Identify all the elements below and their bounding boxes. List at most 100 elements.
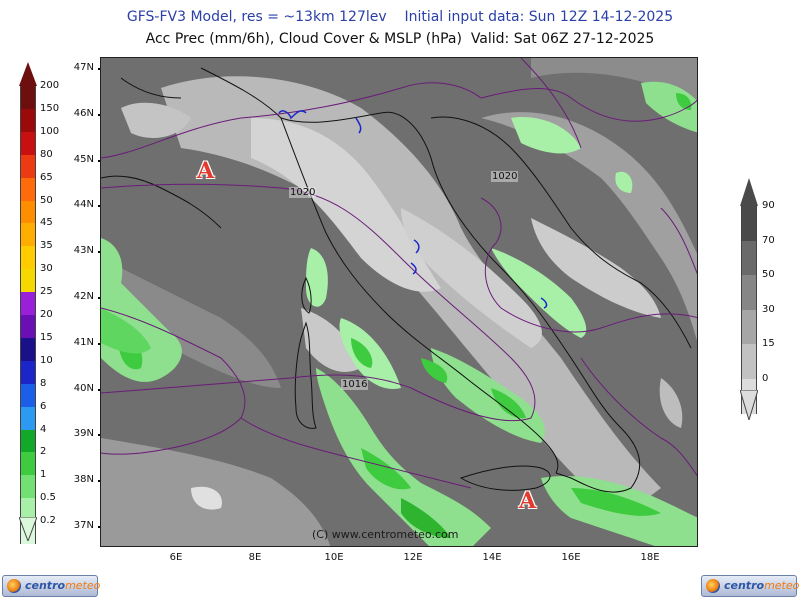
precip-legend-label: 65: [40, 171, 53, 183]
logo-text: centrometeo: [25, 579, 101, 592]
latitude-label: 38N: [73, 474, 94, 486]
longitude-label: 10E: [324, 552, 344, 563]
longitude-label: 12E: [403, 552, 423, 563]
latitude-label: 45N: [73, 153, 94, 165]
centrometeo-logo-left[interactable]: centrometeo: [2, 575, 101, 597]
longitude-label: 8E: [248, 552, 262, 563]
precip-legend-swatch: [20, 154, 36, 178]
cloud-legend-swatch: [741, 206, 757, 241]
weather-map: A A 1020 1020 1016: [100, 57, 698, 547]
precip-legend-swatch: [20, 315, 36, 338]
isobar-label-3: 1016: [341, 379, 369, 390]
cloud-legend-arrow-icon: [740, 178, 758, 206]
latitude-label: 41N: [73, 336, 94, 348]
precip-legend-swatch: [20, 108, 36, 132]
precip-legend-swatch: [20, 200, 36, 224]
map-canvas: [101, 58, 697, 546]
cloud-legend-label: 70: [762, 234, 775, 246]
precip-legend-label: 0.2: [40, 515, 56, 527]
precip-legend-label: 25: [40, 286, 53, 298]
precip-legend-label: 100: [40, 125, 60, 137]
precip-legend-swatch: [20, 86, 36, 109]
latitude-label: 44N: [73, 199, 94, 211]
latitude-label: 47N: [73, 62, 94, 73]
map-title: GFS-FV3 Model, res = ~13km 127lev Initia…: [126, 9, 674, 25]
latitude-label: 42N: [73, 291, 94, 302]
cloud-legend-label: 15: [762, 338, 775, 350]
precip-legend-label: 80: [40, 148, 53, 160]
latitude-label: 39N: [73, 428, 94, 440]
latitude-tick: [98, 526, 100, 528]
precip-legend-label: 15: [40, 331, 53, 343]
precip-legend-label: 35: [40, 240, 53, 252]
precip-legend-label: 4: [40, 423, 47, 435]
precip-legend-swatch: [20, 360, 36, 384]
precip-legend-label: 6: [40, 400, 47, 412]
latitude-tick: [98, 68, 100, 70]
lakes: [278, 110, 548, 309]
isobar-label-1: 1020: [289, 187, 317, 198]
latitude-label: 46N: [73, 107, 94, 119]
precip-legend-label: 20: [40, 309, 53, 320]
precip-legend-swatch: [20, 246, 36, 270]
precip-legend-swatch: [20, 223, 36, 247]
precip-legend-label: 50: [40, 194, 53, 206]
cloud-legend-swatch: [741, 240, 757, 276]
cloud-legend-swatch: [741, 344, 757, 380]
precip-legend-swatch: [20, 292, 36, 316]
cloud-legend-label: 0: [762, 373, 769, 384]
logo-icon: [7, 579, 21, 593]
copyright-text: (C) www.centrometeo.com: [312, 528, 459, 541]
precip-legend-label: 150: [40, 102, 60, 114]
longitude-label: 6E: [169, 552, 183, 563]
precip-legend-label: 1: [40, 469, 47, 481]
precip-legend-swatch: [20, 177, 36, 201]
cloud-legend-label: 90: [762, 200, 775, 211]
latitude-label: 40N: [73, 382, 94, 394]
latitude-tick: [98, 434, 100, 437]
precip-legend-swatch: [20, 131, 36, 155]
precip-legend-swatch: [20, 498, 36, 522]
latitude-label: 43N: [73, 245, 94, 257]
map-subtitle: Acc Prec (mm/6h), Cloud Cover & MSLP (hP…: [145, 31, 655, 47]
precip-legend-swatch: [20, 475, 36, 499]
latitude-tick: [98, 113, 100, 116]
precip-legend-label: 8: [40, 377, 47, 389]
cloud-legend-label: 50: [762, 269, 775, 281]
precip-legend-swatch: [20, 429, 36, 453]
latitude-tick: [98, 251, 100, 254]
cloud-legend-tail-icon: [740, 390, 758, 420]
longitude-label: 16E: [561, 552, 581, 563]
high-pressure-label-south: A: [519, 488, 537, 514]
precip-legend-label: 200: [40, 80, 60, 91]
cloud-legend-swatch: [741, 309, 757, 345]
coastlines: [101, 67, 692, 493]
centrometeo-logo-right[interactable]: centrometeo: [701, 575, 800, 597]
isobars: [101, 58, 697, 489]
high-pressure-label-north: A: [197, 158, 215, 184]
longitude-label: 14E: [482, 552, 502, 563]
latitude-tick: [98, 388, 100, 391]
precip-legend-swatch: [20, 383, 36, 407]
latitude-label: 37N: [73, 520, 94, 531]
logo-text: centrometeo: [724, 579, 800, 592]
precip-legend-label: 45: [40, 217, 53, 229]
latitude-tick: [98, 205, 100, 208]
longitude-label: 18E: [640, 552, 660, 563]
precip-legend-tail-icon: [19, 517, 37, 541]
precip-legend-swatch: [20, 269, 36, 293]
isobar-label-2: 1020: [491, 171, 519, 182]
precip-legend-arrow-icon: [19, 62, 37, 86]
cloud-legend-label: 30: [762, 303, 775, 315]
precip-legend-swatch: [20, 452, 36, 476]
precip-legend-label: 2: [40, 446, 47, 458]
precip-legend-label: 30: [40, 263, 53, 275]
latitude-tick: [98, 297, 100, 299]
precip-legend-swatch: [20, 337, 36, 361]
latitude-tick: [98, 480, 100, 483]
precip-legend-label: 10: [40, 354, 53, 366]
precip-legend-swatch: [20, 406, 36, 430]
latitude-tick: [98, 342, 100, 345]
precip-legend-label: 0.5: [40, 492, 56, 504]
logo-icon: [706, 579, 720, 593]
